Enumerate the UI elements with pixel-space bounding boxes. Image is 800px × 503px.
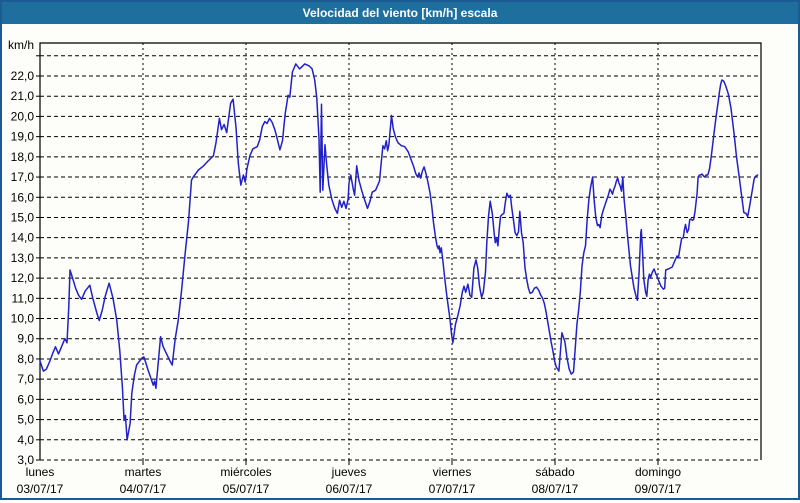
chart-area: 3,0 4,0 5,0 6,0 7,0 8,0 9,0 10,0 11,0 12,0 13,0 14,… [2,24,798,498]
day-name-label: martes [125,465,162,479]
day-date-label: 06/07/17 [326,482,373,496]
page-title: Velocidad del viento [km/h] escala [302,6,498,20]
y-axis-tick-label: 22,0 [11,69,35,83]
day-date-label: 03/07/17 [17,482,64,496]
day-name-label: domingo [635,465,681,479]
day-name-label: miércoles [220,465,271,479]
wind-speed-chart: 3,0 4,0 5,0 6,0 7,0 8,0 9,0 10,0 11,0 12,0 13,0 14,… [8,38,762,496]
y-axis-tick-label: 6,0 [17,392,34,406]
day-date-label: 08/07/17 [532,482,579,496]
y-axis-tick-label: 10,0 [11,312,35,326]
y-axis-tick-label: 7,0 [17,372,34,386]
y-axis-tick-label: 21,0 [11,89,35,103]
y-axis-tick-label: 17,0 [11,170,35,184]
plot-border [39,42,762,460]
y-axis-tick-label: 15,0 [11,210,35,224]
day-date-label: 07/07/17 [429,482,476,496]
y-axis-tick-label: 12,0 [11,271,35,285]
y-axis-tick-label: 9,0 [17,332,34,346]
day-name-label: jueves [331,465,367,479]
y-axis-tick-label: 19,0 [11,130,35,144]
y-axis-tick-label: 16,0 [11,190,35,204]
y-axis-tick-label: 4,0 [17,433,34,447]
y-axis-tick-label: 13,0 [11,251,35,265]
wind-speed-line [39,63,759,441]
day-date-label: 09/07/17 [635,482,682,496]
day-date-label: 05/07/17 [223,482,270,496]
y-axis-tick-label: 8,0 [17,352,34,366]
y-axis-tick-label: 3,0 [17,453,34,467]
day-name-label: lunes [26,465,55,479]
y-axis-tick-label: 14,0 [11,231,35,245]
y-axis-tick-label: 18,0 [11,150,35,164]
y-axis-unit-label: km/h [8,38,34,52]
day-date-label: 04/07/17 [120,482,167,496]
y-axis-tick-label: 5,0 [17,413,34,427]
y-axis-tick-label: 11,0 [12,291,35,305]
day-name-label: sábado [535,465,575,479]
title-bar: Velocidad del viento [km/h] escala [2,2,798,24]
y-axis-tick-label: 20,0 [11,109,35,123]
day-name-label: viernes [433,465,472,479]
